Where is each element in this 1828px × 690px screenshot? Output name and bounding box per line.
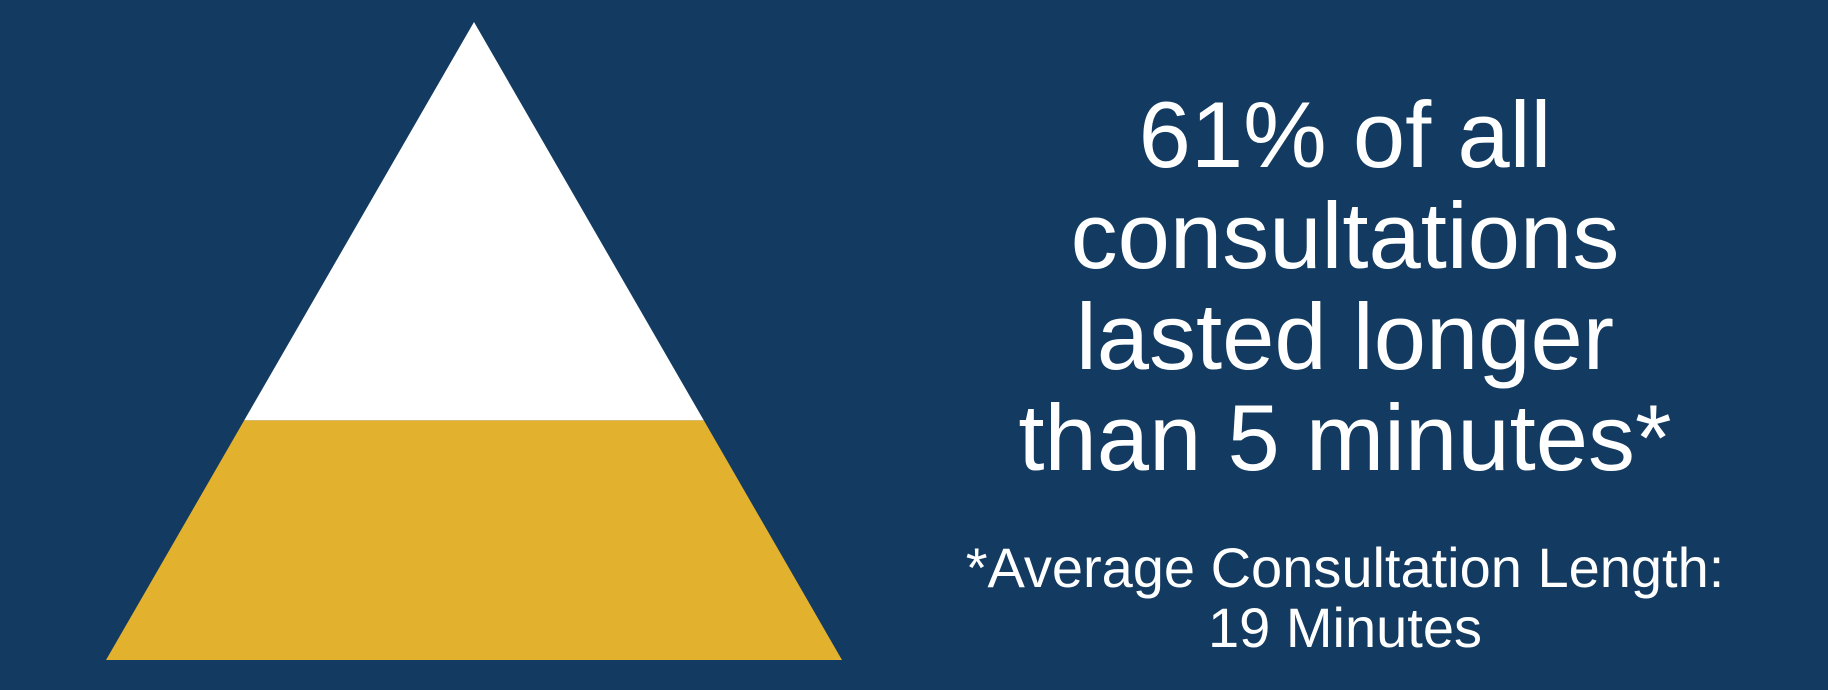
pyramid-remainder-segment [244, 22, 704, 421]
headline-line-4: than 5 minutes* [1018, 385, 1672, 490]
headline-statistic: 61% of all consultations lasted longer t… [900, 84, 1790, 488]
footnote-line-2: 19 Minutes [1208, 596, 1482, 659]
footnote-line-1: *Average Consultation Length: [965, 536, 1725, 599]
headline-line-2: consultations [1070, 183, 1620, 288]
footnote: *Average Consultation Length: 19 Minutes [900, 538, 1790, 658]
pyramid-chart [106, 22, 842, 660]
headline-line-1: 61% of all [1138, 82, 1552, 187]
headline-line-3: lasted longer [1075, 284, 1615, 389]
pyramid-highlight-segment [106, 420, 842, 660]
